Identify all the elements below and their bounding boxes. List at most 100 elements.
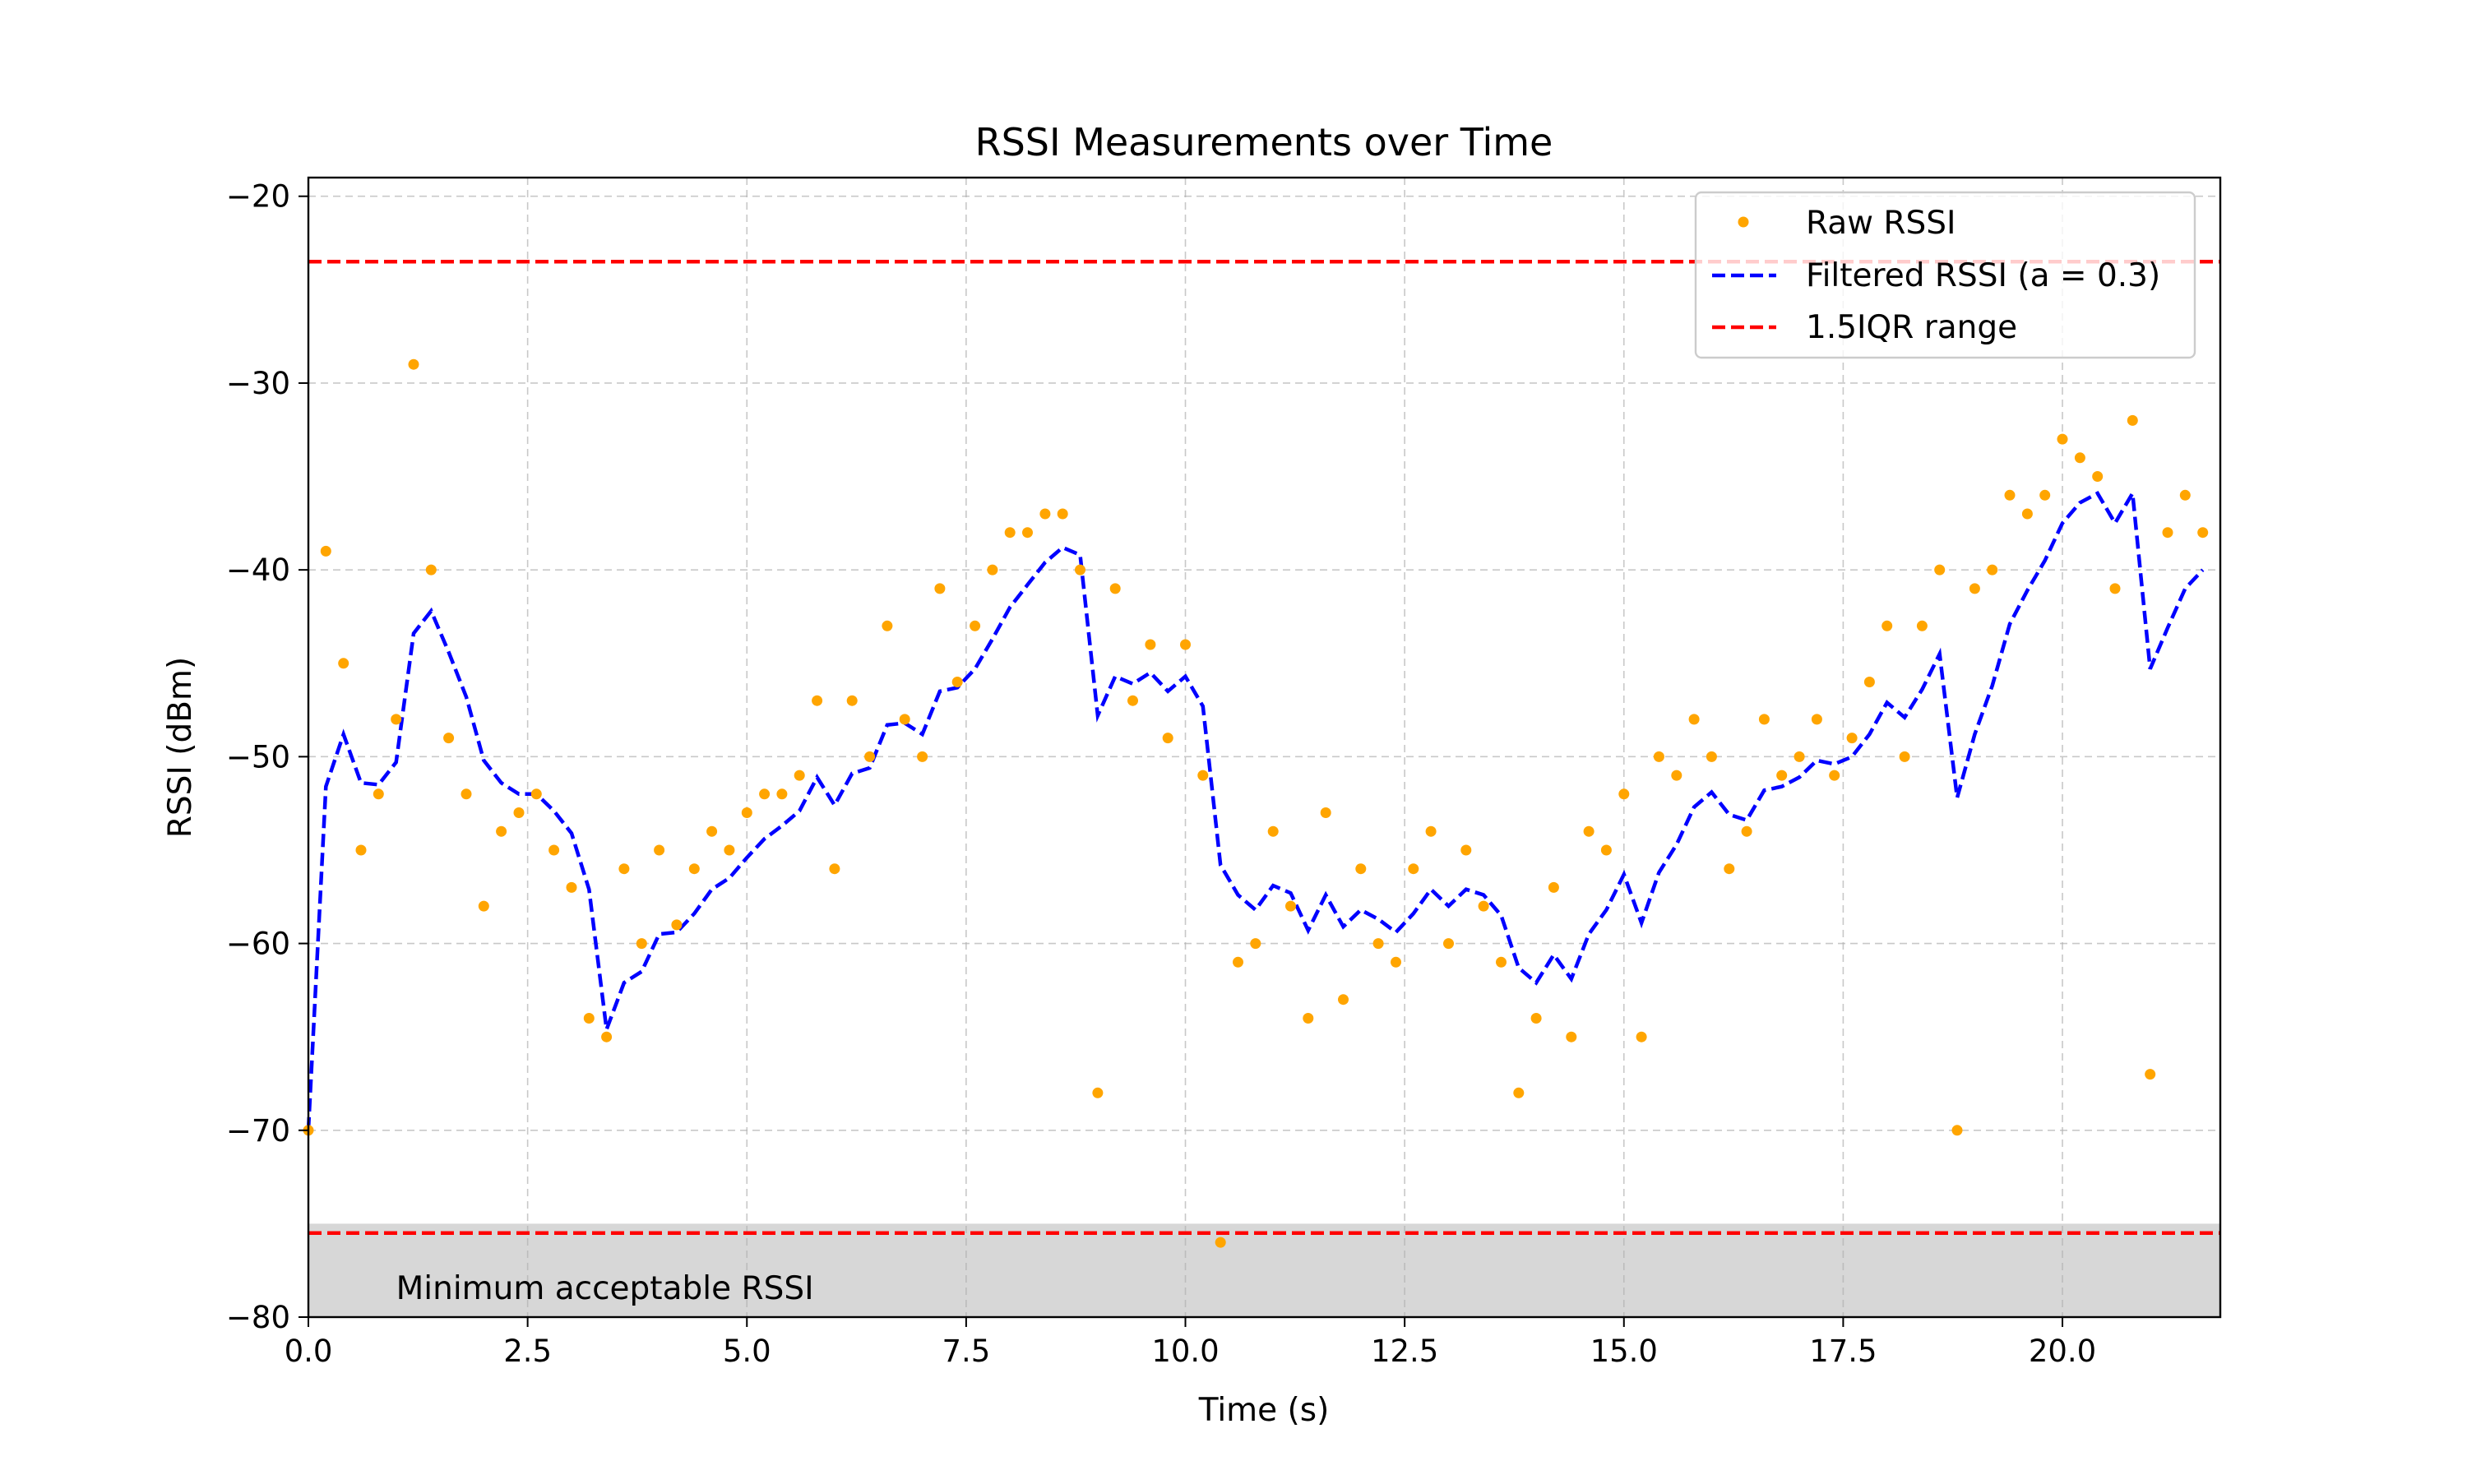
raw-rssi-point (1250, 938, 1261, 950)
raw-rssi-point (1267, 825, 1279, 837)
raw-rssi-point (812, 695, 823, 706)
raw-rssi-point (1233, 956, 1243, 968)
x-tick-label: 15.0 (1590, 1334, 1658, 1369)
axes-frame (307, 176, 2222, 1319)
raw-rssi-point (1004, 527, 1016, 539)
chart-title: RSSI Measurements over Time (975, 120, 1553, 164)
raw-rssi-point (1846, 733, 1858, 744)
x-tick-label: 0.0 (285, 1334, 333, 1369)
raw-rssi-point (1741, 825, 1752, 837)
raw-rssi-point (1600, 844, 1612, 856)
raw-rssi-point (618, 863, 630, 875)
plot-area: Minimum acceptable RSSI (303, 176, 2222, 1319)
raw-rssi-point (1355, 863, 1367, 875)
raw-rssi-point (688, 863, 700, 875)
y-axis-label: RSSI (dBm) (162, 657, 199, 838)
raw-rssi-point (846, 695, 858, 706)
raw-rssi-point (1372, 938, 1384, 950)
raw-rssi-point (1022, 527, 1033, 539)
raw-rssi-point (2162, 527, 2173, 539)
raw-rssi-point (987, 564, 998, 576)
raw-rssi-point (391, 714, 402, 725)
x-tick-label: 10.0 (1151, 1334, 1219, 1369)
raw-rssi-point (1706, 751, 1717, 762)
raw-rssi-point (1460, 844, 1472, 856)
raw-rssi-point (1513, 1087, 1525, 1098)
raw-rssi-point (1443, 938, 1454, 950)
raw-rssi-point (320, 545, 331, 557)
x-axis-label: Time (s) (1198, 1392, 1330, 1429)
y-tick-label: −20 (226, 179, 290, 215)
raw-rssi-point (1951, 1125, 1963, 1136)
raw-rssi-point (829, 863, 840, 875)
raw-rssi-point (513, 807, 525, 818)
raw-rssi-point (2021, 508, 2033, 520)
raw-rssi-point (1688, 714, 1700, 725)
y-tick-label: −70 (226, 1113, 290, 1149)
ticks: 0.0 2.5 5.0 7.5 10.0 12.5 15.0 17.5 20.0 −80 −70 −6… (226, 179, 2096, 1369)
raw-rssi-point (1180, 639, 1191, 650)
raw-rssi-point (1653, 751, 1664, 762)
raw-rssi-point (2074, 452, 2085, 464)
y-tick-label: −60 (226, 927, 290, 962)
raw-rssi-point (2109, 583, 2121, 594)
raw-rssi-point (408, 358, 419, 370)
raw-rssi-point (1075, 564, 1085, 576)
raw-rssi-point (1829, 770, 1840, 781)
raw-rssi-point (530, 788, 542, 800)
raw-rssi-point (1671, 770, 1682, 781)
legend-filtered-label: Filtered RSSI (a = 0.3) (1806, 257, 2160, 294)
raw-rssi-point (1916, 620, 1928, 631)
shaded-region-label: Minimum acceptable RSSI (396, 1270, 814, 1307)
legend: Raw RSSI Filtered RSSI (a = 0.3) 1.5IQR … (1694, 191, 2196, 359)
raw-rssi-point (1391, 956, 1401, 968)
raw-rssi-point (970, 620, 981, 631)
x-tick-label: 7.5 (942, 1334, 990, 1369)
raw-rssi-point (1092, 1087, 1104, 1098)
raw-rssi-point (1285, 900, 1296, 912)
raw-rssi-point (636, 938, 647, 950)
raw-rssi-point (2092, 471, 2104, 482)
y-tick-label: −40 (226, 552, 290, 588)
raw-rssi-point (1320, 807, 1331, 818)
legend-raw-rssi-marker (1738, 216, 1749, 228)
raw-rssi-point (776, 788, 788, 800)
raw-rssi-point (1338, 994, 1349, 1006)
raw-rssi-point (496, 825, 507, 837)
raw-rssi-point (1039, 508, 1051, 520)
raw-rssi-point (461, 788, 472, 800)
raw-rssi-point (1811, 714, 1822, 725)
raw-rssi-point (1776, 770, 1788, 781)
raw-rssi-points (303, 358, 2209, 1248)
raw-rssi-point (1758, 714, 1770, 725)
raw-rssi-point (724, 844, 735, 856)
raw-rssi-point (373, 788, 384, 800)
raw-rssi-point (1881, 620, 1893, 631)
raw-rssi-point (2039, 489, 2051, 501)
raw-rssi-point (2127, 414, 2138, 426)
raw-rssi-point (548, 844, 560, 856)
y-tick-label: −30 (226, 366, 290, 401)
raw-rssi-point (1530, 1013, 1542, 1024)
raw-rssi-point (2179, 489, 2191, 501)
x-tick-label: 17.5 (1809, 1334, 1877, 1369)
raw-rssi-point (1162, 733, 1173, 744)
raw-rssi-point (1408, 863, 1419, 875)
raw-rssi-point (1197, 770, 1209, 781)
raw-rssi-point (671, 919, 683, 931)
raw-rssi-point (601, 1031, 613, 1042)
axes-background (308, 178, 2220, 1317)
raw-rssi-point (2057, 433, 2068, 445)
raw-rssi-point (443, 733, 455, 744)
raw-rssi-point (934, 583, 946, 594)
raw-rssi-point (741, 807, 752, 818)
raw-rssi-point (478, 900, 489, 912)
raw-rssi-point (425, 564, 437, 576)
legend-box (1694, 191, 2196, 359)
y-tick-label: −50 (226, 739, 290, 774)
raw-rssi-point (2145, 1069, 2156, 1080)
raw-rssi-point (899, 714, 910, 725)
raw-rssi-point (566, 881, 577, 893)
